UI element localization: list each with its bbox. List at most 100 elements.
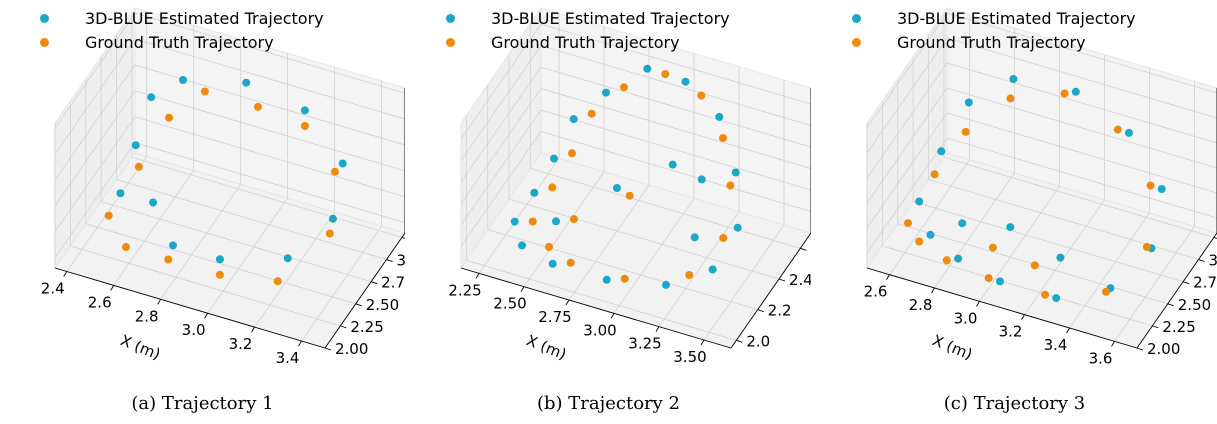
ground-truth-point: [254, 102, 262, 111]
grid-line-z: [866, 12, 948, 129]
estimated-point: [937, 147, 946, 156]
estimated-point: [662, 280, 670, 289]
legend-entry-estimated: 3D-BLUE Estimated Trajectory: [446, 6, 730, 30]
legend-label-estimated: 3D-BLUE Estimated Trajectory: [85, 8, 324, 28]
x-tick-mark: [204, 312, 208, 319]
estimated-point: [328, 214, 337, 223]
ground-truth-point: [548, 183, 557, 192]
y-tick-label: 3.00: [1209, 252, 1217, 270]
y-tick-label: 2.2: [768, 302, 792, 320]
ground-truth-point: [1113, 125, 1122, 134]
x-tick-label: 3.2: [999, 323, 1023, 341]
ground-truth-point: [719, 234, 728, 242]
x-tick-mark: [251, 326, 255, 333]
legend-marker-truth: [852, 37, 861, 47]
x-tick-mark: [976, 301, 980, 307]
estimated-point: [733, 223, 742, 232]
chart-svg-2: 2.252.502.753.003.253.502.02.22.42.60.81…: [448, 6, 811, 366]
grid-line-z: [460, 23, 542, 140]
y-tick-mark: [778, 278, 786, 282]
grid-line-z: [946, 137, 1217, 219]
y-tick-mark: [401, 236, 405, 239]
x-tick-label: 2.8: [135, 307, 159, 325]
y-tick-mark: [1198, 259, 1205, 262]
y-tick-mark: [355, 303, 362, 307]
ground-truth-point: [961, 127, 970, 136]
chart-legend-3: 3D-BLUE Estimated Trajectory Ground Trut…: [852, 6, 1136, 54]
ground-truth-point: [930, 170, 939, 179]
y-tick-label: 2.75: [1193, 274, 1217, 292]
estimated-point: [1006, 223, 1015, 232]
grid-line-x: [254, 211, 335, 328]
grid-line-z: [946, 37, 1217, 119]
chart-panel-2: 2.252.502.753.003.253.502.02.22.42.60.81…: [406, 0, 811, 424]
y-axis-line: [324, 232, 405, 349]
estimated-point: [338, 159, 347, 168]
ground-truth-point: [1142, 242, 1151, 251]
grid-line-z: [134, 90, 405, 172]
ground-truth-point: [300, 122, 309, 130]
grid-line-x: [207, 197, 288, 314]
legend-entry-truth: Ground Truth Trajectory: [852, 30, 1136, 54]
ground-truth-point: [587, 109, 596, 118]
pane-back-wall: [540, 7, 811, 234]
grid-line-x: [523, 171, 605, 287]
y-tick-label: 2.50: [366, 296, 399, 314]
ground-truth-point: [1146, 181, 1155, 190]
legend-label-truth: Ground Truth Trajectory: [491, 32, 680, 52]
estimated-point: [915, 197, 924, 206]
ground-truth-point: [1041, 290, 1049, 299]
estimated-point: [1056, 253, 1065, 262]
grid-line-x: [478, 158, 560, 274]
x-tick-mark: [931, 287, 935, 294]
x-tick-mark: [565, 299, 570, 306]
x-tick-mark: [655, 326, 660, 332]
x-tick-mark: [1066, 327, 1070, 334]
estimated-point: [215, 255, 224, 264]
grid-line-z: [540, 131, 811, 212]
legend-marker-estimated: [852, 13, 861, 23]
x-tick-label: 2.4: [41, 279, 65, 297]
x-tick-mark: [63, 271, 68, 277]
grid-line-z: [460, 88, 542, 204]
estimated-point: [602, 88, 610, 97]
grid-line-z: [866, 62, 948, 179]
x-tick-label: 3.6: [1089, 349, 1113, 367]
x-tick-label: 3.0: [182, 321, 206, 339]
estimated-point: [131, 141, 140, 150]
estimated-point: [530, 188, 539, 197]
y-tick-label: 2.25: [1162, 318, 1195, 336]
ground-truth-point: [904, 219, 912, 228]
grid-line-x: [934, 172, 1015, 289]
ground-truth-point: [620, 83, 628, 92]
estimated-point: [690, 233, 699, 242]
grid-line-x: [658, 211, 740, 327]
x-tick-mark: [610, 313, 615, 319]
grid-line-z: [54, 116, 136, 232]
estimated-point: [300, 106, 309, 115]
grid-line-y: [85, 223, 356, 305]
y-tick-mark: [324, 347, 332, 351]
estimated-point: [926, 230, 935, 239]
ground-truth-point: [988, 243, 997, 252]
grid-line-y: [943, 157, 1215, 238]
grid-line-z: [946, 12, 1217, 94]
chart-caption-3: (c) Trajectory 3: [943, 393, 1086, 414]
x-tick-label: 3.4: [276, 349, 300, 367]
ground-truth-point: [1102, 287, 1110, 296]
grid-line-z: [540, 45, 811, 126]
grid-line-x: [113, 170, 195, 286]
grid-line-y: [530, 167, 801, 249]
legend-label-truth: Ground Truth Trajectory: [897, 32, 1086, 52]
ground-truth-point: [566, 258, 575, 267]
grid-line-x: [889, 159, 970, 275]
grid-line-x: [1024, 199, 1105, 315]
estimated-point: [1071, 87, 1080, 96]
grid-line-y: [70, 245, 341, 327]
grid-line-x: [160, 184, 241, 300]
ground-truth-point: [570, 215, 578, 224]
estimated-point: [613, 184, 621, 192]
chart-caption-2: (b) Trajectory 2: [537, 393, 680, 414]
chart-legend-1: 3D-BLUE Estimated Trajectory Ground Trut…: [40, 6, 324, 54]
x-tick-mark: [110, 285, 115, 291]
